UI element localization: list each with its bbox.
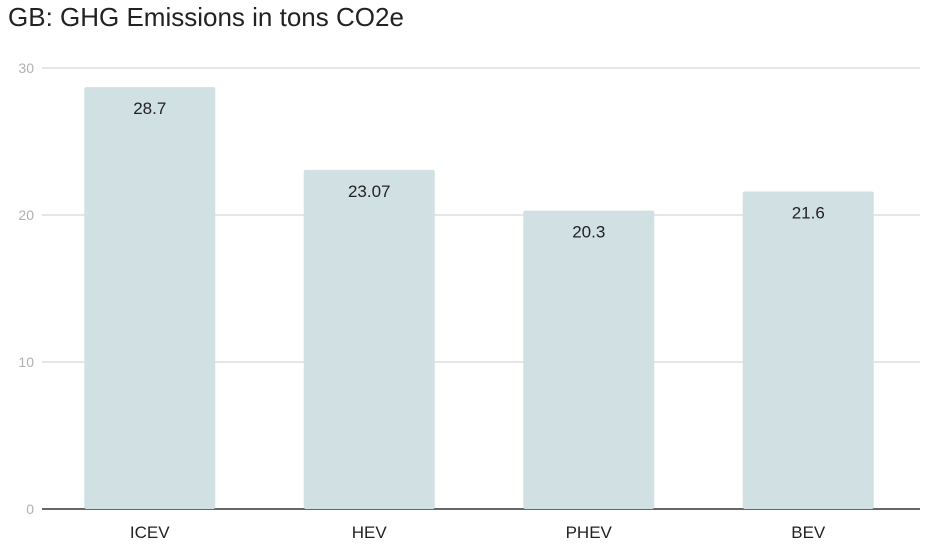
x-tick-label-bev: BEV: [791, 523, 826, 542]
bar-bev: [742, 191, 874, 510]
labels: 0 10 20 30 28.7 ICEV 23.07 HEV 20.3 PHEV 21.6 BEV: [18, 60, 825, 542]
bars: [84, 87, 874, 510]
data-label-phev: 20.3: [572, 223, 605, 242]
data-label-icev: 28.7: [133, 99, 166, 118]
chart-title: GB: GHG Emissions in tons CO2e: [8, 2, 404, 32]
bar-phev: [523, 210, 655, 509]
y-tick-label: 10: [18, 354, 34, 370]
x-tick-label-hev: HEV: [352, 523, 388, 542]
y-tick-label: 20: [18, 207, 34, 223]
x-tick-label-phev: PHEV: [566, 523, 613, 542]
y-tick-label: 30: [18, 60, 34, 76]
data-label-hev: 23.07: [348, 182, 391, 201]
y-tick-label: 0: [26, 501, 34, 517]
bar-hev: [303, 169, 435, 509]
data-label-bev: 21.6: [792, 203, 825, 222]
x-tick-label-icev: ICEV: [130, 523, 170, 542]
bar-icev: [84, 87, 216, 510]
